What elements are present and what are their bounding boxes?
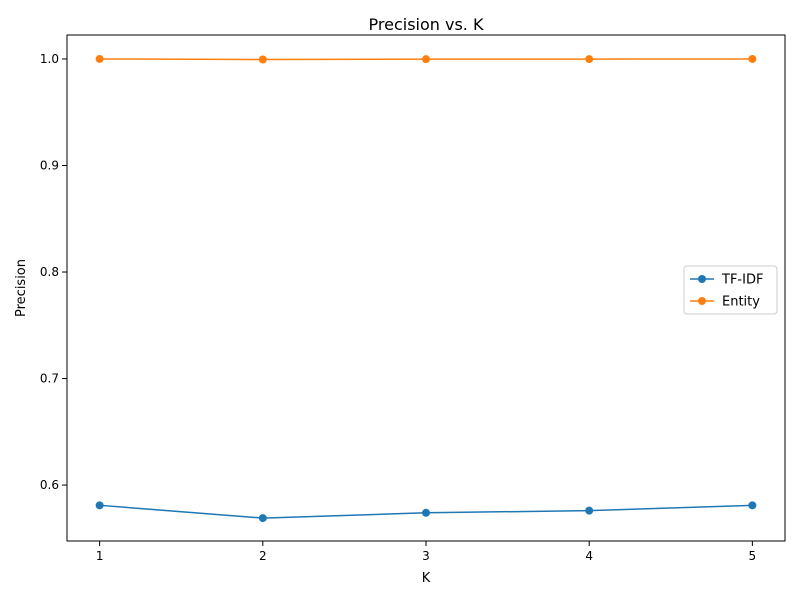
x-tick-label: 4 [585, 549, 593, 563]
series-layer [95, 54, 757, 523]
x-axis-label: K [422, 571, 431, 586]
data-point-tf-idf [258, 514, 267, 523]
y-axis-ticks: 0.6 0.7 0.8 0.9 1.0 [40, 52, 67, 492]
data-point-entity [422, 55, 430, 64]
legend: TF-IDF Entity [683, 265, 778, 315]
y-axis-label: Precision [14, 259, 29, 317]
data-point-entity [258, 55, 267, 64]
legend-marker-tf-idf [698, 275, 706, 283]
plot-area-frame [66, 34, 786, 542]
data-point-entity [95, 54, 104, 63]
legend-marker-entity [698, 297, 706, 305]
y-tick-label: 1.0 [40, 52, 59, 66]
x-tick-label: 1 [96, 549, 104, 563]
y-tick-label: 0.9 [40, 158, 59, 172]
data-point-tf-idf [95, 501, 104, 510]
y-tick-label: 0.7 [40, 372, 59, 386]
x-tick-label: 5 [749, 549, 757, 563]
chart-title: Precision vs. K [369, 15, 484, 34]
x-tick-label: 2 [259, 549, 267, 563]
data-point-tf-idf [422, 508, 430, 517]
legend-box [683, 265, 778, 315]
data-point-entity [748, 54, 757, 63]
data-point-tf-idf [585, 506, 594, 515]
legend-label-entity: Entity [722, 295, 760, 310]
data-point-entity [585, 55, 594, 64]
x-axis-ticks: 1 2 3 4 5 [96, 541, 756, 563]
legend-label-tf-idf: TF-IDF [721, 273, 763, 288]
x-tick-label: 3 [422, 549, 430, 563]
data-point-tf-idf [748, 501, 757, 510]
y-tick-label: 0.8 [40, 265, 59, 279]
y-tick-label: 0.6 [40, 478, 59, 492]
